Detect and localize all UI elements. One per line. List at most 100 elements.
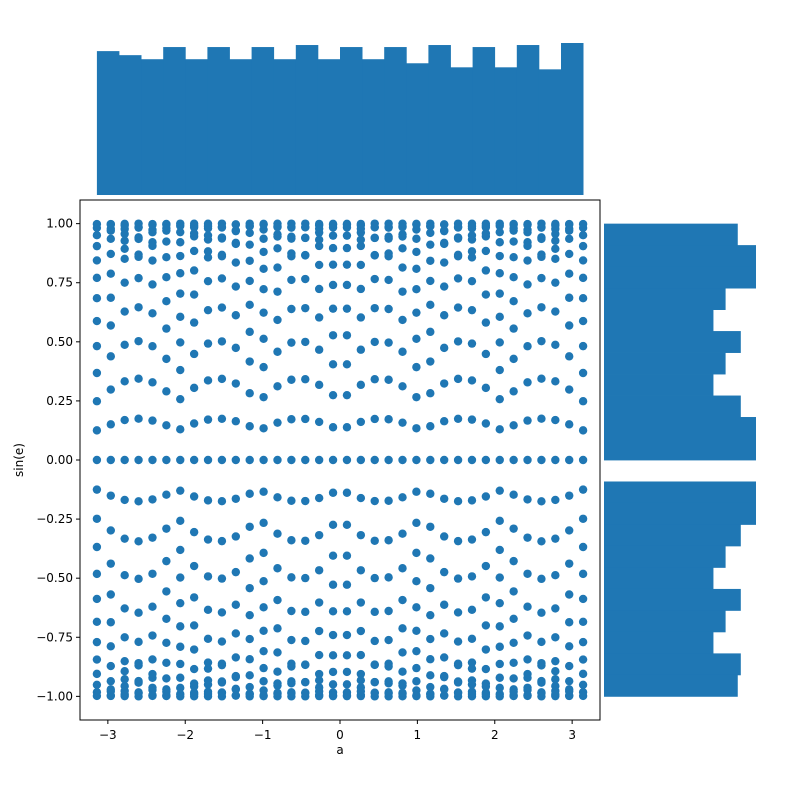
scatter-point (176, 598, 185, 608)
scatter-point (176, 365, 185, 375)
scatter-point (565, 676, 574, 686)
scatter-point (217, 223, 227, 232)
scatter-point (231, 455, 241, 465)
scatter-point (523, 220, 532, 230)
scatter-point (509, 674, 518, 683)
scatter-point (328, 607, 338, 616)
scatter-point (384, 536, 393, 545)
scatter-point (259, 603, 268, 612)
scatter-point (273, 455, 282, 465)
scatter-point (189, 593, 199, 602)
scatter-point (565, 685, 574, 694)
scatter-point (551, 377, 560, 386)
scatter-point (231, 494, 241, 503)
scatter-point (301, 660, 310, 670)
scatter-point (106, 321, 115, 330)
scatter-point (134, 374, 143, 383)
scatter-point (328, 423, 338, 432)
x-tick-label: −2 (176, 728, 194, 742)
scatter-point (217, 274, 227, 283)
scatter-point (301, 688, 310, 698)
scatter-point (245, 634, 254, 644)
scatter-point (106, 661, 115, 671)
scatter-point (578, 637, 588, 647)
scatter-point (148, 669, 157, 679)
histogram-bar-x (516, 45, 540, 195)
scatter-point (328, 280, 338, 290)
scatter-point (162, 252, 171, 262)
scatter-point (467, 253, 477, 262)
scatter-point (412, 219, 421, 229)
scatter-point (217, 688, 227, 697)
scatter-point (481, 266, 491, 275)
scatter-point (301, 375, 310, 384)
x-tick-label: 3 (568, 728, 576, 742)
scatter-point (342, 423, 352, 432)
scatter-point (509, 658, 518, 668)
scatter-point (148, 602, 157, 611)
scatter-point (467, 247, 477, 256)
scatter-point (370, 303, 379, 313)
scatter-point (328, 220, 338, 229)
histogram-bar-x (362, 59, 385, 196)
scatter-point (439, 282, 449, 291)
scatter-point (231, 567, 241, 577)
scatter-point (426, 240, 435, 249)
scatter-point (398, 232, 407, 241)
scatter-point (342, 580, 352, 589)
scatter-point (273, 688, 282, 698)
scatter-point (287, 415, 296, 424)
scatter-point (217, 303, 227, 312)
scatter-point (356, 313, 366, 322)
scatter-point (301, 274, 310, 284)
scatter-point (273, 263, 282, 272)
scatter-point (176, 673, 185, 682)
scatter-point (509, 252, 518, 262)
scatter-point (314, 455, 324, 465)
scatter-point (162, 387, 171, 396)
histogram-bar-y (604, 588, 741, 611)
scatter-point (328, 304, 338, 313)
scatter-point (106, 691, 115, 700)
histogram-bar-y (604, 266, 756, 289)
scatter-point (259, 548, 268, 558)
scatter-point (259, 308, 268, 317)
scatter-point (273, 667, 282, 676)
scatter-point (551, 415, 560, 425)
scatter-point (565, 642, 574, 651)
scatter-point (467, 605, 477, 615)
scatter-point (245, 489, 254, 498)
scatter-point (120, 690, 129, 699)
scatter-point (162, 614, 171, 624)
scatter-point (189, 664, 199, 674)
scatter-point (245, 228, 254, 238)
scatter-point (273, 222, 282, 232)
scatter-point (92, 231, 102, 240)
scatter-point (551, 495, 560, 505)
scatter-point (398, 624, 407, 633)
scatter-point (203, 231, 213, 240)
scatter-point (384, 455, 393, 465)
scatter-point (551, 667, 560, 676)
scatter-point (578, 368, 588, 378)
scatter-point (301, 607, 310, 617)
scatter-point (551, 604, 560, 613)
scatter-point (231, 238, 241, 248)
scatter-point (384, 496, 393, 505)
scatter-point (148, 342, 157, 351)
scatter-point (287, 455, 296, 465)
scatter-point (134, 455, 143, 465)
scatter-point (370, 678, 379, 687)
scatter-point (356, 676, 366, 685)
scatter-point (523, 655, 532, 664)
scatter-point (453, 659, 463, 668)
scatter-point (551, 236, 560, 245)
scatter-point (148, 378, 157, 387)
scatter-point (176, 659, 185, 669)
scatter-point (314, 284, 324, 294)
scatter-point (439, 343, 449, 353)
scatter-point (231, 379, 241, 388)
histogram-bar-x (141, 59, 164, 196)
scatter-point (439, 672, 449, 682)
scatter-point (273, 232, 282, 241)
